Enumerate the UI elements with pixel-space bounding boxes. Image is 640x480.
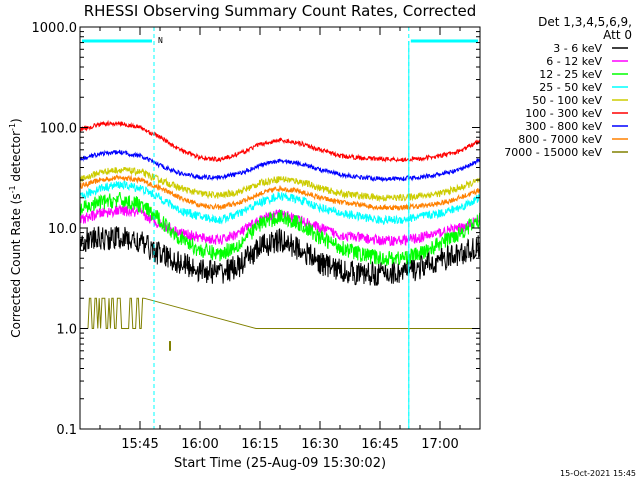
y-tick-label: 10.0 bbox=[48, 222, 77, 237]
y-axis: 1000.0 100.0 10.0 1.0 0.1 bbox=[32, 21, 480, 438]
legend-header-line2: Att 0 bbox=[603, 28, 632, 42]
legend-label: 6 - 12 keV bbox=[546, 55, 602, 68]
night-flag-overlay: N bbox=[82, 27, 481, 429]
legend-header-line1: Det 1,3,4,5,6,9, bbox=[538, 15, 632, 29]
plot-area bbox=[79, 119, 481, 351]
series-line-7000-15000-kev bbox=[87, 297, 476, 329]
chart-title: RHESSI Observing Summary Count Rates, Co… bbox=[84, 2, 477, 20]
legend-label: 12 - 25 keV bbox=[539, 68, 602, 81]
x-tick-label: 16:30 bbox=[301, 437, 338, 452]
series-line-300-800-kev bbox=[79, 149, 481, 183]
legend-label: 3 - 6 keV bbox=[553, 42, 602, 55]
legend-label: 300 - 800 keV bbox=[525, 120, 602, 133]
series-line-800-7000-kev bbox=[79, 174, 481, 211]
y-tick-label: 1000.0 bbox=[32, 21, 78, 36]
x-axis-label: Start Time (25-Aug-09 15:30:02) bbox=[174, 456, 386, 471]
night-flag-label: N bbox=[158, 36, 163, 45]
legend-label: 800 - 7000 keV bbox=[518, 133, 602, 146]
x-axis: 15:45 16:00 16:15 16:30 16:45 17:00 bbox=[99, 27, 461, 452]
series-line-12-25-kev bbox=[79, 192, 481, 267]
x-tick-label: 17:00 bbox=[421, 437, 458, 452]
legend-label: 25 - 50 keV bbox=[539, 81, 602, 94]
timestamp: 15-Oct-2021 15:45 bbox=[560, 469, 636, 478]
legend-label: 50 - 100 keV bbox=[532, 94, 602, 107]
y-tick-label: 1.0 bbox=[56, 323, 77, 338]
y-axis-label: Corrected Count Rate (s-1 detector-1) bbox=[8, 118, 23, 337]
x-tick-label: 16:15 bbox=[241, 437, 278, 452]
y-tick-label: 0.1 bbox=[56, 423, 77, 438]
legend-label: 7000 - 15000 keV bbox=[504, 146, 602, 159]
x-tick-label: 16:00 bbox=[181, 437, 218, 452]
x-tick-label: 16:45 bbox=[361, 437, 398, 452]
series-line-25-50-kev bbox=[79, 180, 481, 226]
series-line-50-100-kev bbox=[79, 167, 481, 203]
series-line-100-300-kev bbox=[79, 119, 481, 163]
series-line-3-6-kev bbox=[79, 226, 481, 286]
y-tick-label: 100.0 bbox=[40, 122, 77, 137]
legend-label: 100 - 300 keV bbox=[525, 107, 602, 120]
x-tick-label: 15:45 bbox=[121, 437, 158, 452]
